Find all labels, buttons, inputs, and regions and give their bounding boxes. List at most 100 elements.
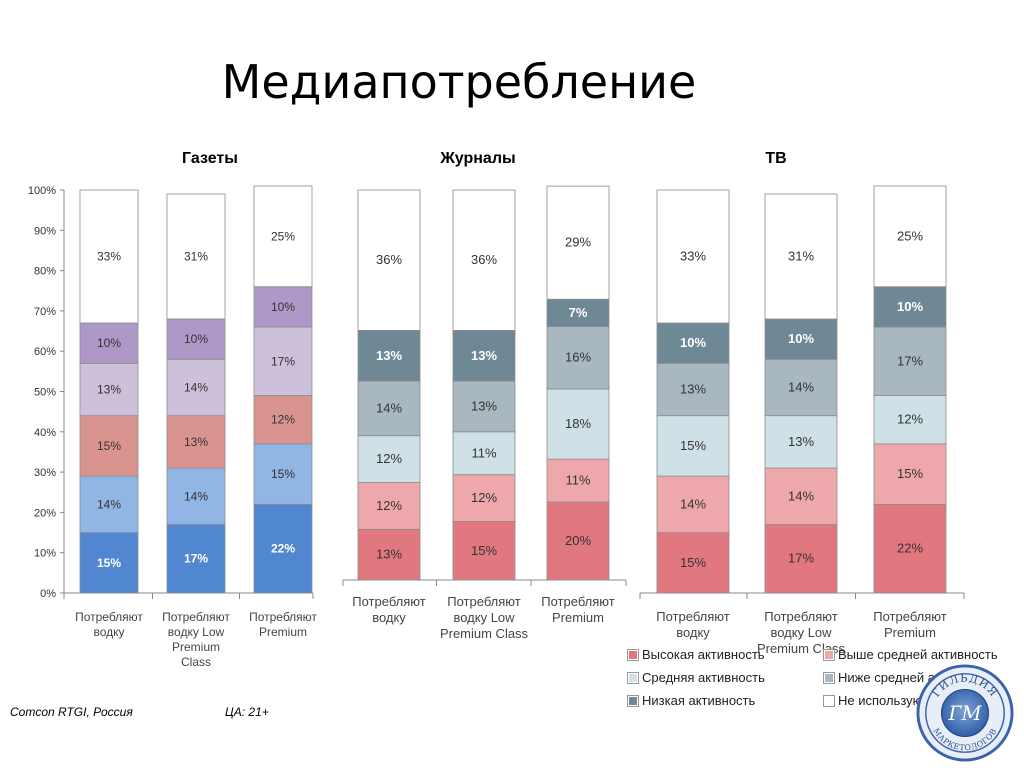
category-label: водку xyxy=(372,610,406,625)
data-label: 14% xyxy=(680,496,706,511)
data-label: 12% xyxy=(897,412,923,427)
y-tick-label: 20% xyxy=(34,507,56,519)
category-label: Class xyxy=(181,655,211,669)
data-label: 22% xyxy=(271,542,295,556)
data-label: 17% xyxy=(788,551,814,566)
category-label: Потребляют xyxy=(656,609,730,624)
data-label: 14% xyxy=(184,380,208,394)
bar-segment xyxy=(166,358,226,417)
y-tick-label: 30% xyxy=(34,467,56,479)
data-label: 33% xyxy=(680,248,706,263)
bar-segment xyxy=(873,326,947,396)
y-tick-label: 50% xyxy=(34,387,56,399)
data-label: 15% xyxy=(680,438,706,453)
data-label: 10% xyxy=(184,332,208,346)
y-tick-label: 90% xyxy=(34,225,56,237)
legend-swatch xyxy=(627,671,639,684)
bar-segment xyxy=(253,443,313,505)
legend-label: Выше средней активность xyxy=(838,647,998,662)
data-label: 11% xyxy=(565,473,590,488)
bar-segment xyxy=(546,458,610,503)
data-label: 15% xyxy=(471,543,497,558)
data-label: 10% xyxy=(897,299,923,314)
legend-item: Низкая активность xyxy=(627,692,824,709)
legend-swatch xyxy=(823,648,835,661)
chart-title-magazines: Журналы xyxy=(440,150,516,167)
data-label: 17% xyxy=(184,552,208,566)
data-label: 18% xyxy=(565,416,591,431)
bar-segment xyxy=(253,395,313,445)
bar-segment xyxy=(546,185,610,300)
y-tick-label: 80% xyxy=(34,266,56,278)
bar-segment xyxy=(166,193,226,320)
chart-title-newspapers: Газеты xyxy=(182,150,238,167)
data-label: 14% xyxy=(788,379,814,394)
category-label: водку Low xyxy=(453,610,515,625)
y-tick-label: 100% xyxy=(28,185,56,197)
bar-segment xyxy=(166,318,226,360)
bar-segment xyxy=(79,475,139,533)
data-label: 13% xyxy=(376,547,402,562)
bar-segment xyxy=(873,443,947,505)
guild-seal-logo: ГИЛЬДИЯ МАРКЕТОЛОГОВ ГМ xyxy=(916,664,1014,762)
category-label: водку xyxy=(676,625,710,640)
data-label: 13% xyxy=(376,348,402,363)
category-label: Потребляют xyxy=(541,594,615,609)
bar-segment xyxy=(764,467,838,525)
bar-segment xyxy=(764,524,838,594)
data-label: 11% xyxy=(471,445,496,460)
bar-segment xyxy=(546,298,610,327)
legend-swatch xyxy=(627,694,639,707)
bar-segment xyxy=(357,528,421,581)
data-label: 16% xyxy=(565,350,591,365)
svg-text:ГМ: ГМ xyxy=(947,702,982,725)
data-label: 25% xyxy=(271,229,295,243)
data-label: 20% xyxy=(565,533,591,548)
category-label: Premium xyxy=(172,640,220,654)
category-label: Premium xyxy=(552,610,604,625)
y-tick-label: 10% xyxy=(34,548,56,560)
bar-segment xyxy=(452,380,516,433)
data-label: 13% xyxy=(471,348,497,363)
category-label: Потребляют xyxy=(447,594,521,609)
data-label: 31% xyxy=(184,249,208,263)
category-label: Premium Class xyxy=(440,626,529,641)
data-label: 13% xyxy=(471,398,497,413)
bar-segment xyxy=(166,415,226,469)
category-label: Потребляют xyxy=(873,609,947,624)
bar-segment xyxy=(357,482,421,530)
category-label: Потребляют xyxy=(75,610,143,624)
footer-audience: ЦА: 21+ xyxy=(225,705,269,719)
bar-segment xyxy=(656,415,730,477)
data-label: 31% xyxy=(788,248,814,263)
bar-segment xyxy=(253,326,313,396)
bar-segment xyxy=(166,467,226,525)
bar-segment xyxy=(357,435,421,483)
data-label: 33% xyxy=(97,249,121,263)
legend: Высокая активность Выше средней активност… xyxy=(627,646,1024,709)
bar-segment xyxy=(79,415,139,477)
bar-segment xyxy=(546,326,610,390)
y-tick-label: 0% xyxy=(40,588,56,600)
bar-segment xyxy=(656,475,730,533)
data-label: 12% xyxy=(471,490,497,505)
data-label: 14% xyxy=(97,497,121,511)
category-label: Потребляют xyxy=(162,610,230,624)
data-label: 36% xyxy=(376,252,402,267)
data-label: 17% xyxy=(897,353,923,368)
legend-item: Выше средней активность xyxy=(823,646,1024,663)
data-label: 14% xyxy=(788,488,814,503)
category-label: Premium xyxy=(884,625,936,640)
data-label: 12% xyxy=(376,498,402,513)
bar-segment xyxy=(546,501,610,581)
bar-segment xyxy=(873,185,947,288)
bar-segment xyxy=(79,189,139,324)
bar-segment xyxy=(452,329,516,382)
legend-label: Средняя активность xyxy=(642,670,765,685)
bar-segment xyxy=(656,322,730,364)
bar-segment xyxy=(764,415,838,469)
category-label: Потребляют xyxy=(764,609,838,624)
data-label: 10% xyxy=(788,331,814,346)
data-label: 13% xyxy=(680,381,706,396)
data-label: 10% xyxy=(680,335,706,350)
